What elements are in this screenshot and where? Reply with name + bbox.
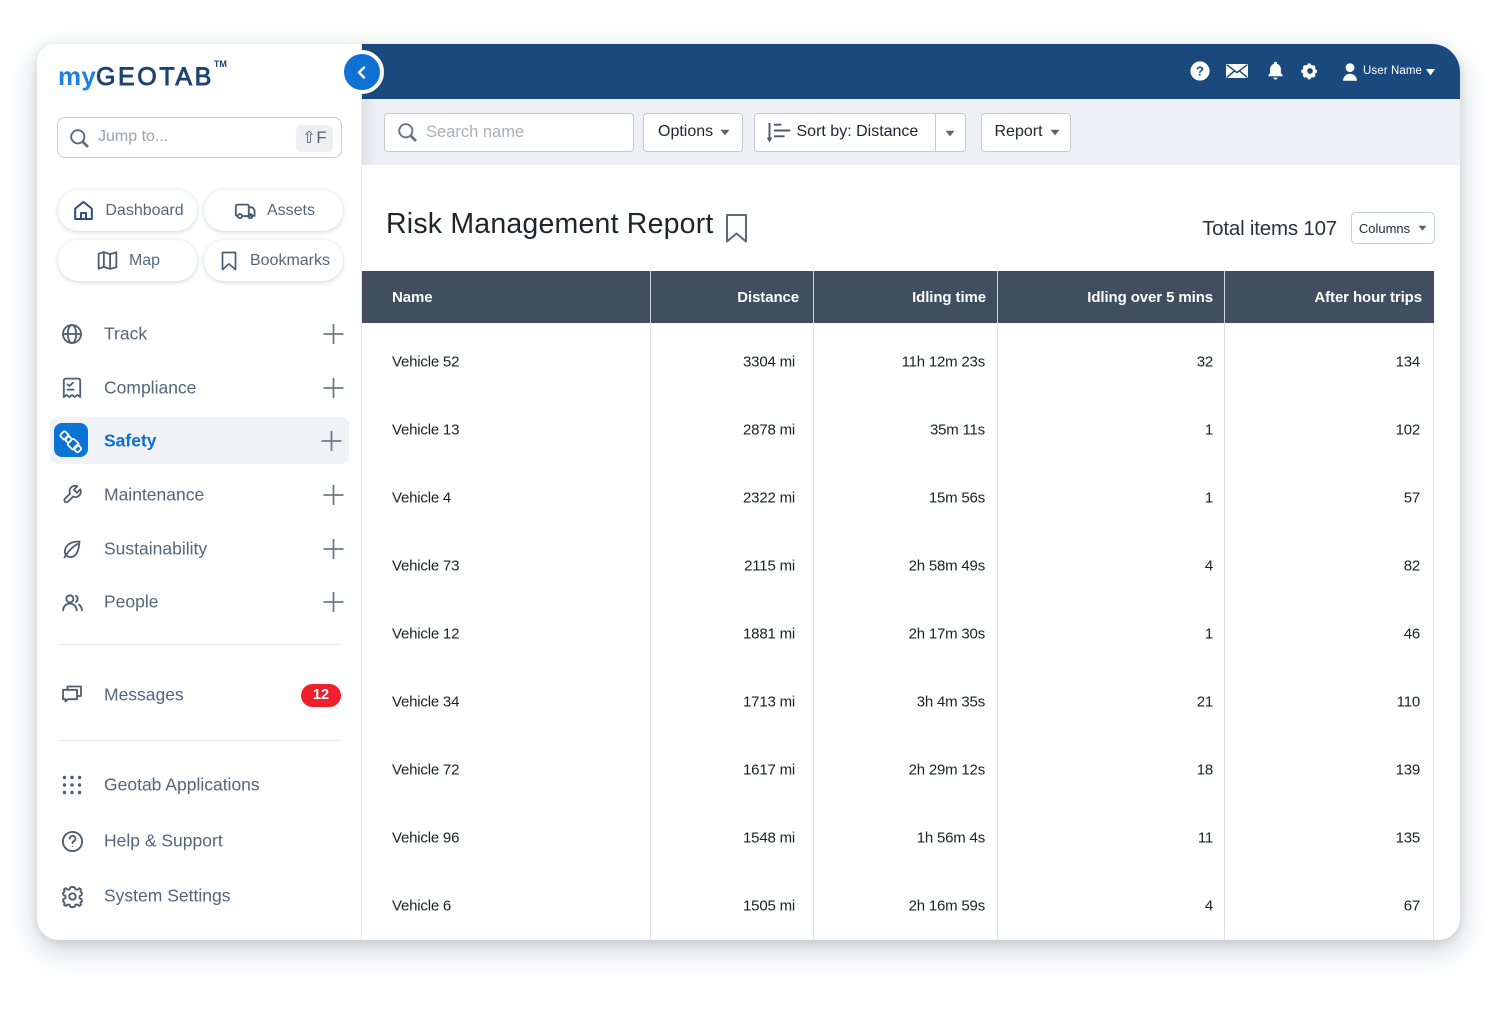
svg-text:?: ?	[1196, 64, 1204, 79]
